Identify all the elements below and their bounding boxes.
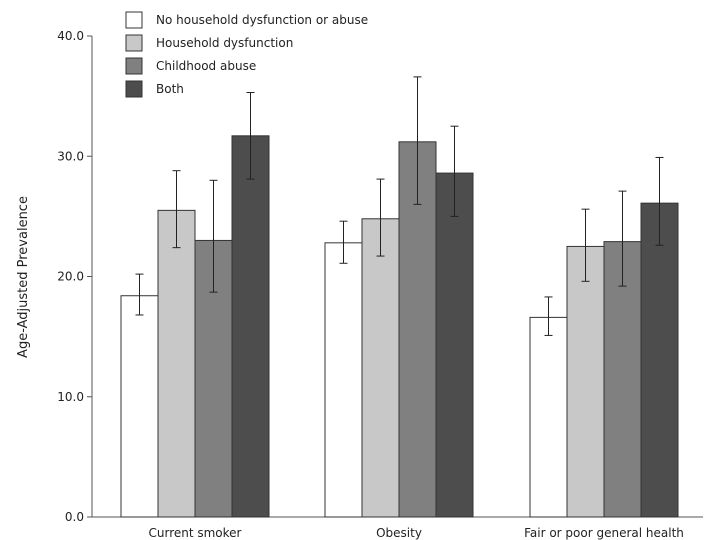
bar bbox=[120, 295, 159, 518]
bar bbox=[157, 209, 196, 518]
y-axis-title: Age-Adjusted Prevalence bbox=[16, 196, 31, 358]
x-tick-label: Obesity bbox=[376, 526, 422, 540]
legend-swatch bbox=[125, 80, 143, 98]
legend-swatch bbox=[125, 57, 143, 75]
bar bbox=[640, 202, 679, 518]
bar bbox=[231, 135, 270, 518]
bar bbox=[603, 241, 642, 518]
legend-swatch bbox=[125, 11, 143, 29]
bar bbox=[361, 218, 400, 518]
legend: No household dysfunction or abuse Househo… bbox=[125, 11, 368, 98]
legend-swatch bbox=[125, 34, 143, 52]
legend-label: Both bbox=[156, 82, 184, 96]
legend-label: Childhood abuse bbox=[156, 59, 256, 73]
y-tick-label: 30.0 bbox=[57, 149, 84, 163]
bar bbox=[435, 172, 474, 518]
legend-label: No household dysfunction or abuse bbox=[156, 13, 368, 27]
y-tick-label: 40.0 bbox=[57, 29, 84, 43]
y-tick-label: 10.0 bbox=[57, 390, 84, 404]
x-tick-label: Fair or poor general health bbox=[524, 526, 684, 540]
legend-label: Household dysfunction bbox=[156, 36, 293, 50]
y-tick-label: 0.0 bbox=[65, 510, 84, 524]
y-tick-label: 20.0 bbox=[57, 270, 84, 284]
bar bbox=[529, 316, 568, 518]
y-axis: 0.0 10.0 20.0 30.0 40.0 bbox=[57, 29, 93, 524]
bars bbox=[120, 76, 679, 518]
x-axis: Current smoker Obesity Fair or poor genera… bbox=[92, 516, 703, 540]
x-tick-label: Current smoker bbox=[148, 526, 241, 540]
bar bbox=[324, 242, 363, 518]
bar bbox=[566, 245, 605, 518]
